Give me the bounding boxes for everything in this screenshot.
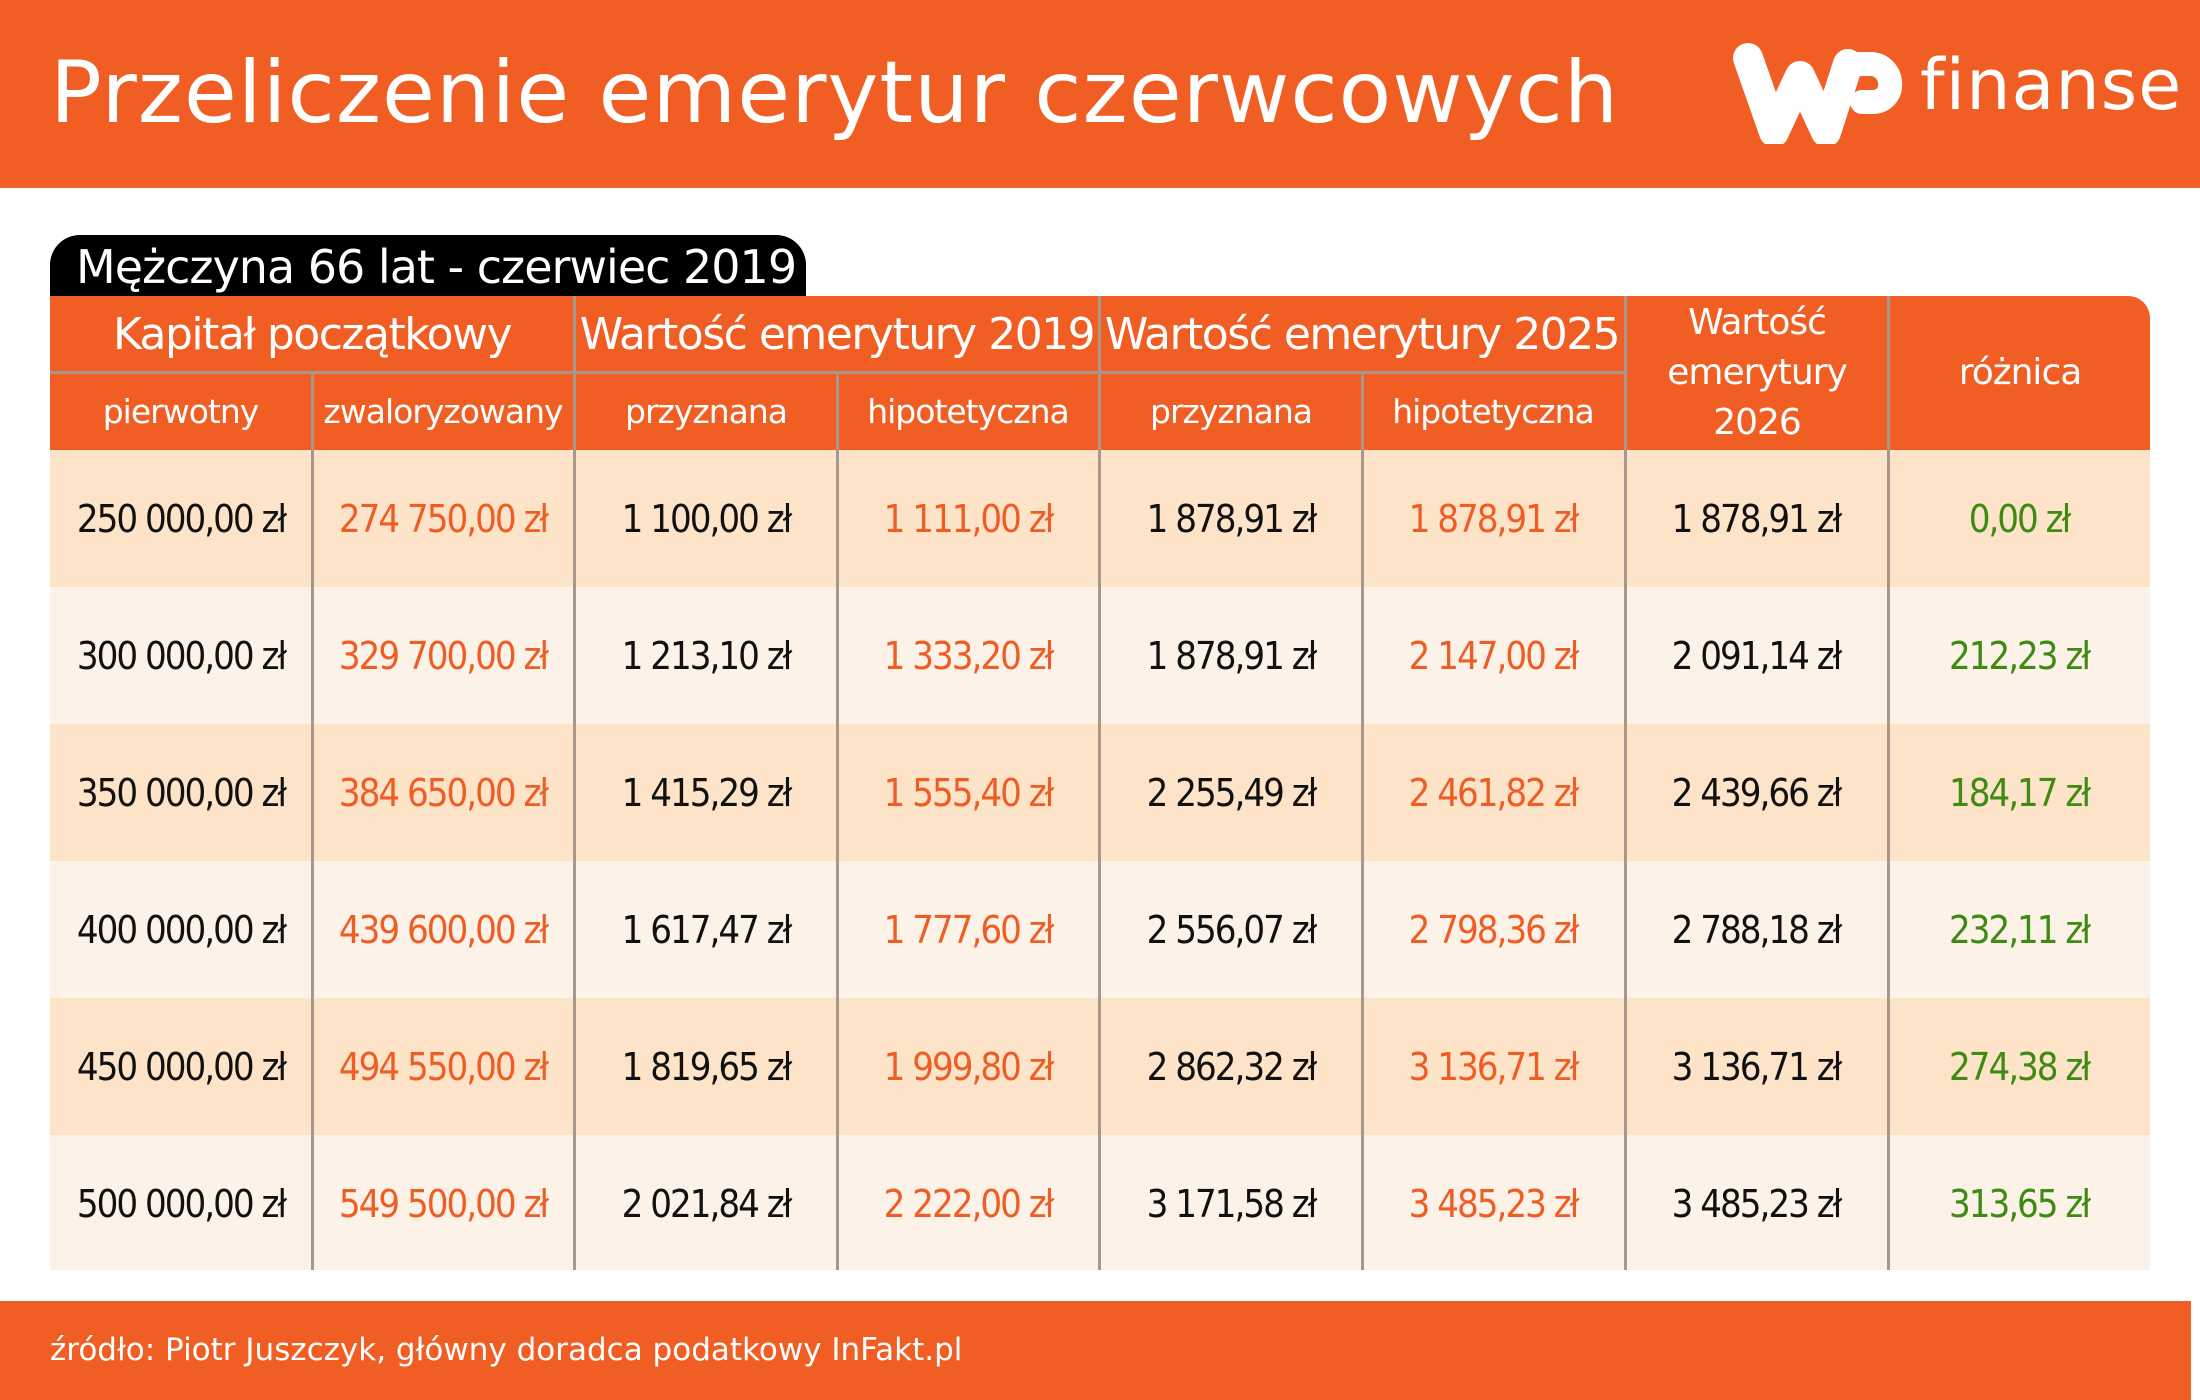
cell-przyznana-2019: 2 021,84 zł xyxy=(621,1181,793,1226)
cell-hipotetyczna-2019: 1 555,40 zł xyxy=(883,770,1055,815)
cell-przyznana-2025: 2 556,07 zł xyxy=(1146,907,1318,952)
cell-przyznana-2025: 1 878,91 zł xyxy=(1146,496,1318,541)
cell-zwaloryzowany: 329 700,00 zł xyxy=(338,633,549,678)
cell-pierwotny: 300 000,00 zł xyxy=(76,633,287,678)
subheader-przyznana-2019: przyznana xyxy=(625,391,788,431)
subheader-pierwotny: pierwotny xyxy=(102,391,260,431)
cell-hipotetyczna-2019: 1 111,00 zł xyxy=(883,496,1055,541)
cell-przyznana-2019: 1 213,10 zł xyxy=(621,633,793,678)
wp-logo-icon xyxy=(1733,43,1903,144)
cell-hipotetyczna-2025: 3 136,71 zł xyxy=(1408,1044,1580,1089)
header-band: Przeliczenie emerytur czerwcowych finans… xyxy=(0,0,2200,188)
table-header: Kapitał początkowy Wartość emerytury 201… xyxy=(50,296,2150,450)
cell-zwaloryzowany: 439 600,00 zł xyxy=(338,907,549,952)
cell-przyznana-2025: 1 878,91 zł xyxy=(1146,633,1318,678)
cell-hipotetyczna-2025: 1 878,91 zł xyxy=(1408,496,1580,541)
subheader-hipotetyczna-2019: hipotetyczna xyxy=(867,391,1070,431)
cell-przyznana-2025: 2 862,32 zł xyxy=(1146,1044,1318,1089)
wp-finanse-logo: finanse xyxy=(1730,40,2181,144)
column-divider xyxy=(1098,296,1101,1270)
subheader-hipotetyczna-2025: hipotetyczna xyxy=(1392,391,1595,431)
cell-przyznana-2019: 1 617,47 zł xyxy=(621,907,793,952)
subheader-przyznana-2025: przyznana xyxy=(1150,391,1313,431)
cell-pierwotny: 450 000,00 zł xyxy=(76,1044,287,1089)
footer-band: źródło: Piotr Juszczyk, główny doradca p… xyxy=(0,1301,2191,1400)
cell-2026: 1 878,91 zł xyxy=(1671,496,1843,541)
cell-hipotetyczna-2025: 2 461,82 zł xyxy=(1408,770,1580,815)
cell-przyznana-2019: 1 100,00 zł xyxy=(621,496,793,541)
cell-pierwotny: 250 000,00 zł xyxy=(76,496,287,541)
cell-przyznana-2019: 1 819,65 zł xyxy=(621,1044,793,1089)
group-header-kapital: Kapitał początkowy xyxy=(112,308,513,360)
column-divider xyxy=(1887,296,1890,1270)
subheader-zwaloryzowany: zwaloryzowany xyxy=(323,391,563,431)
scenario-badge: Mężczyna 66 lat - czerwiec 2019 r. xyxy=(50,235,806,350)
cell-roznica: 184,17 zł xyxy=(1948,770,2091,815)
header-2026: Wartość emerytury 2026 xyxy=(1667,302,1848,443)
group-header-2019: Wartość emerytury 2019 xyxy=(579,308,1096,360)
group-header-2025: Wartość emerytury 2025 xyxy=(1104,308,1621,360)
cell-2026: 3 136,71 zł xyxy=(1671,1044,1843,1089)
cell-2026: 2 091,14 zł xyxy=(1671,633,1843,678)
cell-roznica: 232,11 zł xyxy=(1948,907,2091,952)
cell-roznica: 274,38 zł xyxy=(1948,1044,2091,1089)
cell-hipotetyczna-2025: 3 485,23 zł xyxy=(1408,1181,1580,1226)
cell-2026: 2 439,66 zł xyxy=(1671,770,1843,815)
cell-hipotetyczna-2019: 1 333,20 zł xyxy=(883,633,1055,678)
cell-hipotetyczna-2019: 1 777,60 zł xyxy=(883,907,1055,952)
cell-hipotetyczna-2025: 2 798,36 zł xyxy=(1408,907,1580,952)
cell-hipotetyczna-2025: 2 147,00 zł xyxy=(1408,633,1580,678)
logo-text: finanse xyxy=(1920,44,2183,126)
cell-hipotetyczna-2019: 2 222,00 zł xyxy=(883,1181,1055,1226)
cell-pierwotny: 400 000,00 zł xyxy=(76,907,287,952)
cell-roznica: 0,00 zł xyxy=(1968,496,2072,541)
column-divider xyxy=(1361,372,1364,1270)
cell-hipotetyczna-2019: 1 999,80 zł xyxy=(883,1044,1055,1089)
cell-pierwotny: 350 000,00 zł xyxy=(76,770,287,815)
header-roznica: różnica xyxy=(1958,352,2083,393)
cell-2026: 3 485,23 zł xyxy=(1671,1181,1843,1226)
page-title: Przeliczenie emerytur czerwcowych xyxy=(50,43,1620,143)
cell-zwaloryzowany: 494 550,00 zł xyxy=(338,1044,549,1089)
cell-zwaloryzowany: 384 650,00 zł xyxy=(338,770,549,815)
cell-roznica: 212,23 zł xyxy=(1948,633,2091,678)
cell-2026: 2 788,18 zł xyxy=(1671,907,1843,952)
cell-przyznana-2019: 1 415,29 zł xyxy=(621,770,793,815)
column-divider xyxy=(1624,296,1627,1270)
source-note: źródło: Piotr Juszczyk, główny doradca p… xyxy=(50,1332,963,1368)
cell-pierwotny: 500 000,00 zł xyxy=(76,1181,287,1226)
column-divider xyxy=(311,372,314,1270)
cell-przyznana-2025: 2 255,49 zł xyxy=(1146,770,1318,815)
cell-zwaloryzowany: 549 500,00 zł xyxy=(338,1181,549,1226)
cell-roznica: 313,65 zł xyxy=(1948,1181,2091,1226)
column-divider xyxy=(573,296,576,1270)
cell-zwaloryzowany: 274 750,00 zł xyxy=(338,496,549,541)
cell-przyznana-2025: 3 171,58 zł xyxy=(1146,1181,1318,1226)
column-divider xyxy=(836,372,839,1270)
pension-table: Kapitał początkowy Wartość emerytury 201… xyxy=(50,296,2150,1270)
